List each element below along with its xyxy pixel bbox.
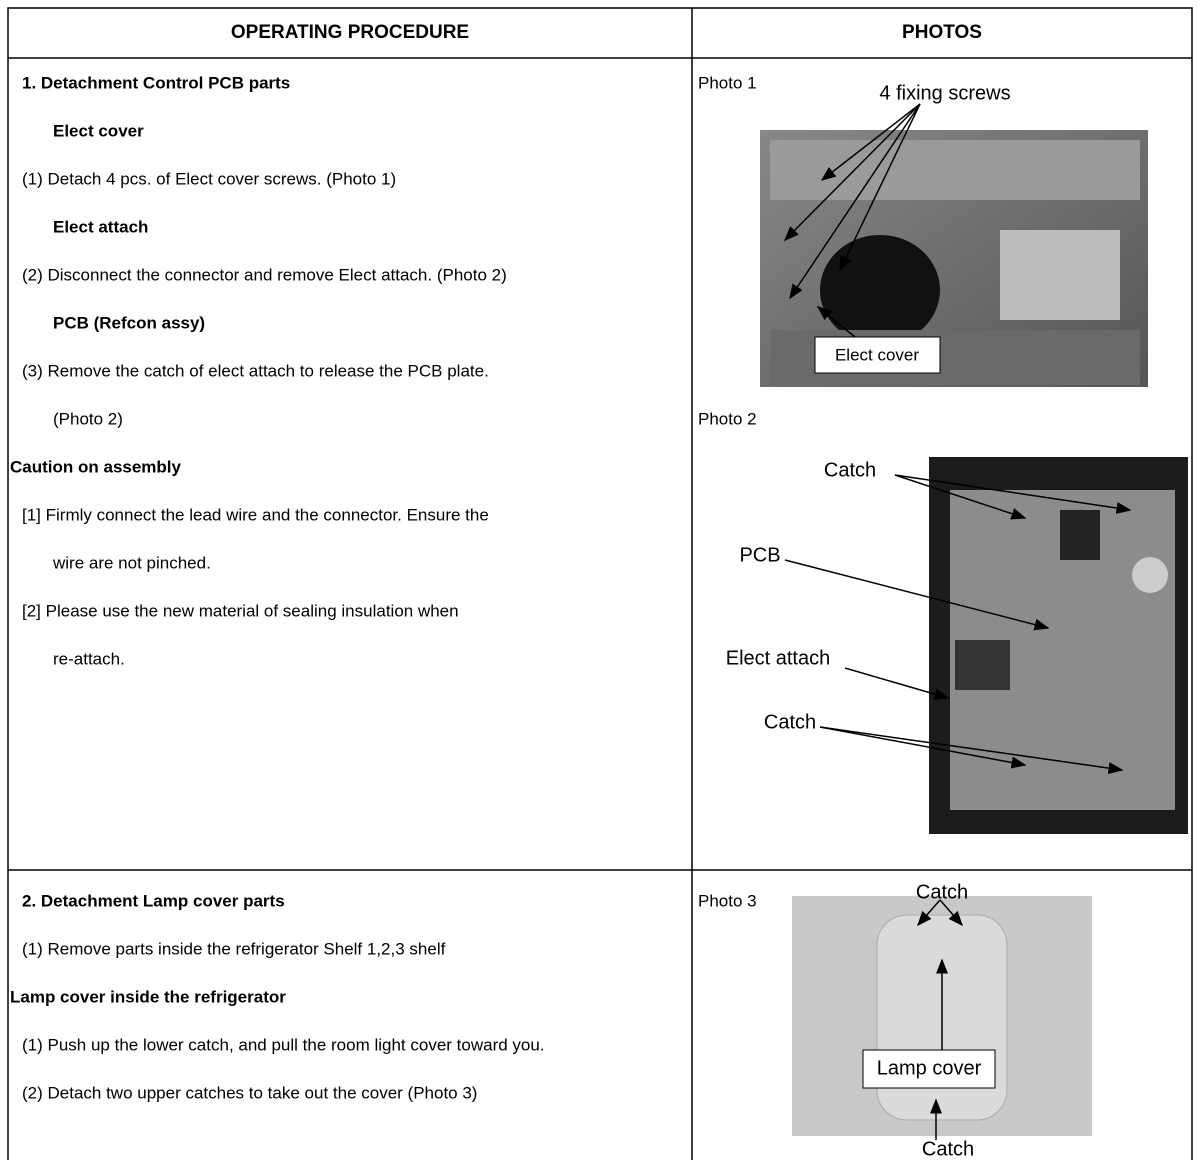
callout: Catch xyxy=(824,459,876,481)
callout: Elect attach xyxy=(726,647,831,669)
step: (1) Push up the lower catch, and pull th… xyxy=(22,1035,545,1054)
caution-heading: Caution on assembly xyxy=(10,457,182,476)
callout: Lamp cover xyxy=(877,1057,982,1079)
callout: Catch xyxy=(916,881,968,903)
photo-label: Photo 3 xyxy=(698,891,757,910)
subheading: Lamp cover inside the refrigerator xyxy=(10,987,286,1006)
step: (3) Remove the catch of elect attach to … xyxy=(22,361,489,380)
header-photos: PHOTOS xyxy=(902,22,982,43)
callout: 4 fixing screws xyxy=(879,82,1010,104)
subheading: Elect attach xyxy=(53,217,148,236)
callout: Catch xyxy=(922,1138,974,1160)
step-heading: 1. Detachment Control PCB parts xyxy=(22,73,290,92)
callout: Catch xyxy=(764,711,816,733)
subheading: Elect cover xyxy=(53,121,144,140)
step-heading: 2. Detachment Lamp cover parts xyxy=(22,891,285,910)
callout: Elect cover xyxy=(835,345,919,364)
caution: re-attach. xyxy=(53,649,125,668)
caution: wire are not pinched. xyxy=(52,553,211,572)
table-grid xyxy=(7,7,1193,1160)
caution: [2] Please use the new material of seali… xyxy=(22,601,459,620)
subheading: PCB (Refcon assy) xyxy=(53,313,205,332)
step: (Photo 2) xyxy=(53,409,123,428)
photo-label: Photo 1 xyxy=(698,73,757,92)
callout: PCB xyxy=(739,544,780,566)
photo-label: Photo 2 xyxy=(698,409,757,428)
photo-1 xyxy=(760,130,1148,387)
step: (2) Detach two upper catches to take out… xyxy=(22,1083,477,1102)
step: (1) Detach 4 pcs. of Elect cover screws.… xyxy=(22,169,396,188)
step: (2) Disconnect the connector and remove … xyxy=(22,265,507,284)
step: (1) Remove parts inside the refrigerator… xyxy=(22,939,446,958)
header-procedure: OPERATING PROCEDURE xyxy=(231,22,469,43)
caution: [1] Firmly connect the lead wire and the… xyxy=(22,505,489,524)
photo-2 xyxy=(929,457,1188,834)
